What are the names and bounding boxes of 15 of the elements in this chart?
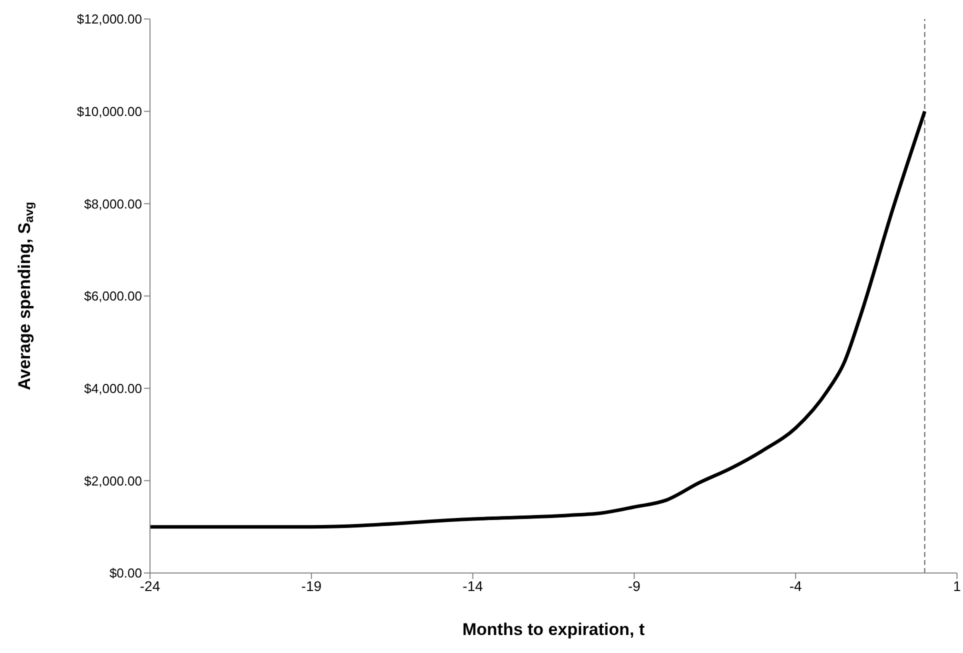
- y-tick-label: $0.00: [109, 566, 142, 581]
- line-series: [150, 110, 926, 529]
- x-tick-label: -24: [140, 578, 160, 594]
- x-tick-label: 1: [953, 578, 962, 594]
- x-tick-label: -14: [462, 578, 484, 594]
- y-tick-label: $2,000.00: [84, 473, 142, 488]
- x-axis-title: Months to expiration, t: [462, 620, 645, 639]
- y-tick-label: $12,000.00: [76, 12, 142, 27]
- y-tick-label: $10,000.00: [76, 104, 142, 119]
- x-tick-label: -9: [628, 578, 641, 594]
- x-tick-label: -19: [301, 578, 322, 594]
- x-tick-label: -4: [789, 578, 802, 594]
- y-tick-label: $6,000.00: [84, 288, 142, 304]
- y-tick-label: $8,000.00: [84, 196, 142, 212]
- y-tick-label: $4,000.00: [84, 380, 142, 396]
